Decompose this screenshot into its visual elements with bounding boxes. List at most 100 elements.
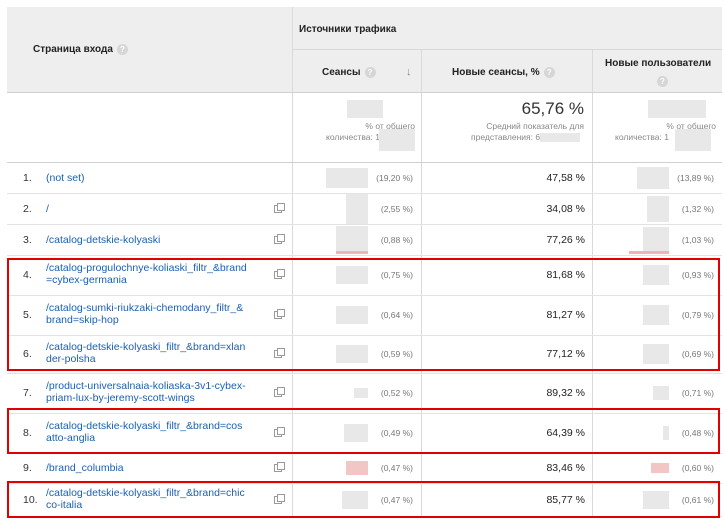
sessions-percent: (2,55 %): [380, 203, 413, 214]
sessions-value-redacted: [342, 490, 368, 509]
new-users-percent: (0,79 %): [681, 310, 714, 320]
landing-page-link-cont[interactable]: priam-lux-by-jeremy-scott-wings: [46, 392, 195, 404]
sessions-value-redacted: [346, 193, 368, 224]
highlight-box-rows-4-6: [7, 258, 720, 371]
landing-page-link-cont[interactable]: co-italia: [46, 498, 83, 511]
landing-page-link[interactable]: /catalog-sumki-riukzaki-chemodany_filtr_…: [46, 302, 244, 314]
help-icon[interactable]: ?: [543, 67, 555, 78]
row-divider: [7, 335, 722, 336]
open-page-icon[interactable]: [274, 269, 285, 279]
row-index: 8.: [23, 427, 32, 439]
sessions-percent: (0,88 %): [380, 234, 413, 245]
report-table: Страница входа? Источники трафика Сеансы…: [7, 7, 722, 523]
sessions-percent: (0,64 %): [380, 310, 413, 320]
new-sessions-value: 81,27 %: [546, 309, 585, 321]
new-sessions-value: 81,68 %: [546, 269, 585, 281]
help-icon[interactable]: ?: [116, 44, 128, 55]
landing-page-link[interactable]: /product-universalnaia-koliaska-3v1-cybe…: [46, 380, 246, 392]
landing-page-link-cont[interactable]: brand=skip-hop: [46, 314, 119, 326]
new-sessions-value: 77,12 %: [546, 348, 585, 360]
open-page-icon[interactable]: [274, 493, 285, 504]
sessions-percent: (0,47 %): [380, 463, 413, 473]
open-page-icon[interactable]: [274, 309, 285, 319]
new-users-summary-sub1: % от общего: [666, 121, 716, 131]
landing-page-link[interactable]: /catalog-detskie-kolyaski: [46, 233, 161, 246]
row-divider: [7, 224, 722, 225]
sessions-summary-sub2: количества: 1: [326, 132, 380, 142]
row-divider: [7, 413, 722, 414]
new-users-value-redacted: [643, 344, 669, 364]
help-icon[interactable]: ?: [653, 73, 668, 91]
row-index: 1.: [23, 171, 32, 184]
row-index: 2.: [23, 202, 32, 215]
highlight-box-row-10: [7, 481, 720, 518]
landing-page-link-cont[interactable]: der-polsha: [46, 353, 96, 365]
sessions-header[interactable]: Сеансы?: [322, 67, 376, 78]
new-sessions-header[interactable]: Новые сеансы, %?: [452, 67, 555, 78]
sessions-value-redacted: [336, 266, 368, 284]
row-index: 5.: [23, 309, 32, 321]
new-sessions-value: 77,26 %: [546, 233, 585, 246]
landing-page-link[interactable]: /catalog-progulochnye-koliaski_filtr_&br…: [46, 262, 247, 274]
landing-page-link[interactable]: /catalog-detskie-kolyaski_filtr_&brand=x…: [46, 341, 246, 353]
header-metrics-bg: [292, 49, 722, 92]
sort-descending-icon[interactable]: ↓: [406, 66, 412, 78]
new-sessions-value: 34,08 %: [546, 202, 585, 215]
open-page-icon[interactable]: [274, 202, 285, 213]
row-divider: [7, 373, 722, 374]
new-users-percent: (0,93 %): [681, 270, 714, 280]
new-users-value-redacted: [643, 265, 669, 285]
sessions-percent: (0,59 %): [380, 349, 413, 359]
new-users-percent: (13,89 %): [677, 172, 714, 183]
open-page-icon[interactable]: [274, 427, 285, 437]
landing-page-link[interactable]: /brand_columbia: [46, 462, 124, 474]
new-users-percent: (0,69 %): [681, 349, 714, 359]
new-users-value-redacted: [643, 226, 669, 253]
sessions-value-redacted: [336, 306, 368, 324]
open-page-icon[interactable]: [274, 387, 285, 397]
row-index: 4.: [23, 269, 32, 281]
landing-page-link[interactable]: (not set): [46, 171, 85, 184]
new-users-value-redacted: [653, 386, 669, 400]
landing-page-link-cont[interactable]: atto-anglia: [46, 432, 96, 444]
row-index: 10.: [23, 493, 38, 506]
row-index: 6.: [23, 348, 32, 360]
open-page-icon[interactable]: [274, 233, 285, 244]
sessions-value-redacted: [336, 225, 368, 254]
landing-page-header[interactable]: Страница входа?: [33, 44, 128, 55]
new-sessions-summary-sub2: представления: 6: [471, 132, 541, 142]
sessions-value-redacted: [346, 461, 368, 475]
sessions-percent: (0,49 %): [380, 428, 413, 438]
row-divider: [7, 295, 722, 296]
sessions-value-redacted: [326, 167, 368, 188]
help-icon[interactable]: ?: [364, 67, 376, 78]
sessions-percent: (0,75 %): [380, 270, 413, 280]
new-users-percent: (1,32 %): [681, 203, 714, 214]
sessions-value-redacted: [354, 388, 368, 398]
landing-page-link[interactable]: /catalog-detskie-kolyaski_filtr_&brand=c…: [46, 420, 243, 432]
new-users-percent: (0,61 %): [681, 494, 714, 505]
new-users-value-redacted: [637, 166, 669, 189]
new-users-value-redacted: [651, 463, 669, 473]
header-group-bg: [292, 7, 722, 49]
highlight-box-row-8: [7, 408, 720, 454]
landing-page-link-cont[interactable]: =cybex-germania: [46, 274, 127, 286]
new-users-percent: (0,71 %): [681, 388, 714, 398]
new-users-bar: [629, 251, 669, 254]
sessions-value-redacted: [336, 345, 368, 363]
landing-page-link[interactable]: /: [46, 202, 49, 215]
new-users-value-redacted: [647, 195, 669, 222]
new-users-value-redacted: [663, 426, 669, 440]
open-page-icon[interactable]: [274, 348, 285, 358]
row-index: 9.: [23, 462, 32, 474]
open-page-icon[interactable]: [274, 462, 285, 472]
new-sessions-value: 85,77 %: [546, 493, 585, 506]
row-divider: [7, 255, 722, 256]
new-users-value-redacted: [643, 305, 669, 325]
row-index: 3.: [23, 233, 32, 246]
landing-page-link[interactable]: /catalog-detskie-kolyaski_filtr_&brand=c…: [46, 486, 245, 499]
new-users-header[interactable]: Новые пользователи: [605, 58, 712, 69]
header-landing-bg: [7, 7, 292, 92]
sessions-bar: [336, 251, 368, 254]
sessions-percent: (0,47 %): [380, 494, 413, 505]
